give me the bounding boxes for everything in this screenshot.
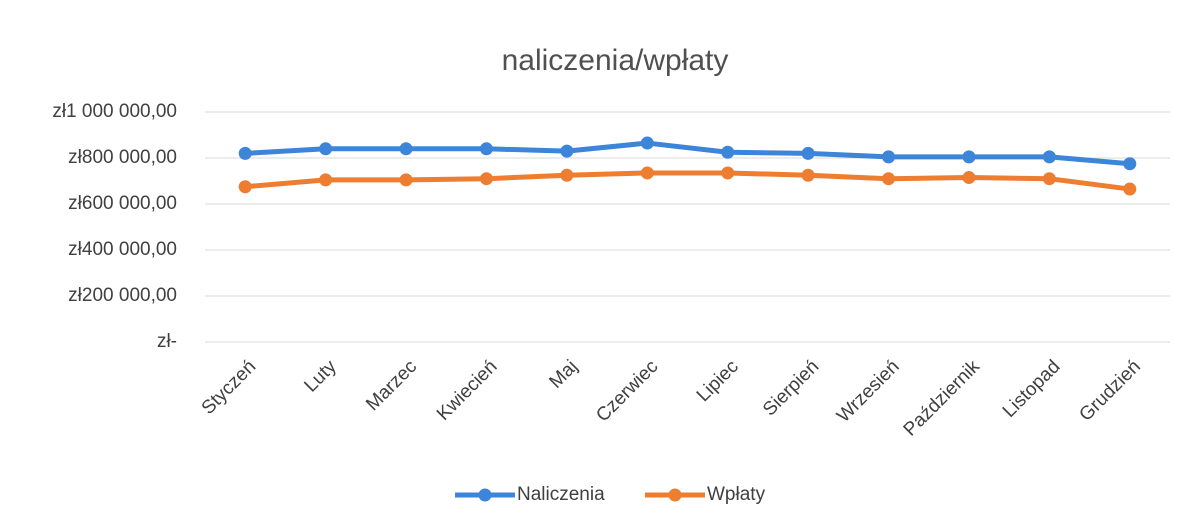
x-tick-label: Grudzień [1075, 356, 1144, 425]
y-tick-label: zł800 000,00 [68, 147, 177, 168]
y-tick-label: zł200 000,00 [68, 285, 177, 306]
x-tick-label: Styczeń [198, 356, 261, 419]
legend-label: Naliczenia [517, 484, 605, 505]
point-marker [1123, 157, 1137, 171]
point-marker [801, 168, 815, 182]
point-marker [640, 136, 654, 150]
point-marker [801, 146, 815, 160]
point-marker [962, 150, 976, 164]
series-line [245, 140, 1131, 167]
point-marker [319, 173, 333, 187]
point-marker [560, 144, 574, 158]
x-tick-label: Listopad [999, 356, 1065, 422]
x-tick-label: Luty [300, 356, 341, 397]
point-marker [479, 172, 493, 186]
point-marker [962, 171, 976, 185]
point-marker [1123, 182, 1137, 196]
x-tick-label: Lipiec [693, 356, 743, 406]
legend-marker [478, 488, 492, 502]
y-tick-label: zł- [157, 331, 177, 352]
point-marker [238, 180, 252, 194]
x-tick-label: Maj [545, 356, 582, 393]
point-marker [1042, 172, 1056, 186]
point-marker [560, 168, 574, 182]
series-line [244, 170, 1131, 192]
y-tick-label: zł400 000,00 [68, 239, 177, 260]
point-marker [721, 166, 735, 180]
point-marker [319, 142, 333, 156]
chart-title: naliczenia/wpłaty [502, 44, 729, 77]
x-tick-label: Październik [900, 356, 985, 441]
legend-label: Wpłaty [707, 484, 766, 505]
legend-item: Wpłaty [645, 484, 766, 505]
x-tick-label: Kwiecień [433, 356, 502, 425]
legend-item: Naliczenia [455, 484, 605, 505]
x-tick-label: Czerwiec [592, 356, 662, 426]
point-marker [721, 145, 735, 159]
point-marker [399, 142, 413, 156]
y-tick-label: zł600 000,00 [68, 193, 177, 214]
y-tick-label: zł1 000 000,00 [52, 101, 177, 122]
point-marker [882, 150, 896, 164]
point-marker [1042, 150, 1056, 164]
point-marker [399, 173, 413, 187]
point-marker [238, 146, 252, 160]
point-marker [479, 142, 493, 156]
x-tick-label: Marzec [362, 356, 421, 415]
x-tick-label: Sierpień [759, 356, 823, 420]
legend-marker [668, 488, 682, 502]
x-tick-label: Wrzesień [833, 356, 904, 427]
point-marker [882, 172, 896, 186]
point-marker [640, 166, 654, 180]
